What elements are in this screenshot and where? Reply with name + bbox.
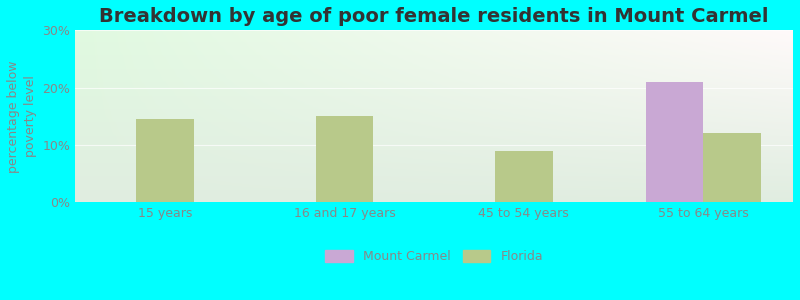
Title: Breakdown by age of poor female residents in Mount Carmel: Breakdown by age of poor female resident… <box>99 7 769 26</box>
Bar <box>646 82 703 202</box>
Bar <box>495 151 553 202</box>
Legend: Mount Carmel, Florida: Mount Carmel, Florida <box>320 245 548 268</box>
Bar <box>136 119 194 202</box>
Y-axis label: percentage below
poverty level: percentage below poverty level <box>7 60 37 172</box>
Bar <box>316 116 373 202</box>
Bar <box>703 134 761 202</box>
